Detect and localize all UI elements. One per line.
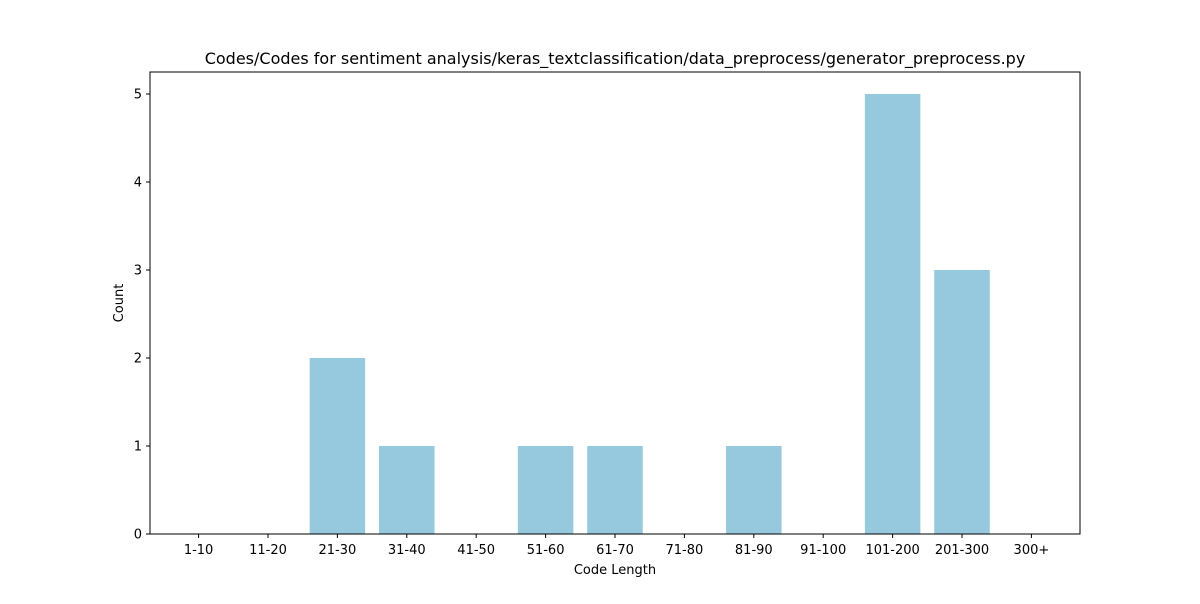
y-tick-label: 4 (134, 176, 142, 191)
x-tick-label: 81-90 (735, 543, 773, 558)
x-tick-label: 71-80 (666, 543, 704, 558)
y-tick-label: 1 (134, 440, 142, 455)
x-axis: 1-10 11-20 21-30 31-40 41-50 51-60 61-70 71-80 8… (184, 534, 1049, 558)
y-tick-label: 5 (134, 88, 142, 103)
bar-61-70 (587, 446, 643, 534)
x-tick-label: 1-10 (184, 543, 214, 558)
y-axis: 0 1 2 3 4 5 (134, 88, 150, 543)
y-tick-label: 2 (134, 352, 142, 367)
x-tick-label: 51-60 (527, 543, 565, 558)
x-tick-label: 41-50 (457, 543, 495, 558)
x-tick-label: 300+ (1014, 543, 1050, 558)
x-tick-label: 61-70 (596, 543, 634, 558)
bar-31-40 (379, 446, 435, 534)
bar-81-90 (726, 446, 782, 534)
x-tick-label: 11-20 (249, 543, 287, 558)
y-tick-label: 0 (134, 528, 142, 543)
x-tick-label: 31-40 (388, 543, 426, 558)
y-tick-label: 3 (134, 264, 142, 279)
x-tick-label: 201-300 (935, 543, 989, 558)
x-tick-label: 21-30 (318, 543, 356, 558)
x-axis-label: Code Length (574, 563, 656, 578)
bar-21-30 (309, 358, 366, 534)
x-tick-label: 101-200 (865, 543, 919, 558)
y-axis-label: Count (112, 284, 127, 323)
x-tick-label: 91-100 (800, 543, 846, 558)
chart-title: Codes/Codes for sentiment analysis/keras… (205, 49, 1026, 69)
bar-51-60 (517, 446, 574, 534)
bar-101-200 (864, 94, 921, 534)
bars-layer (309, 94, 990, 534)
bar-201-300 (934, 270, 990, 534)
